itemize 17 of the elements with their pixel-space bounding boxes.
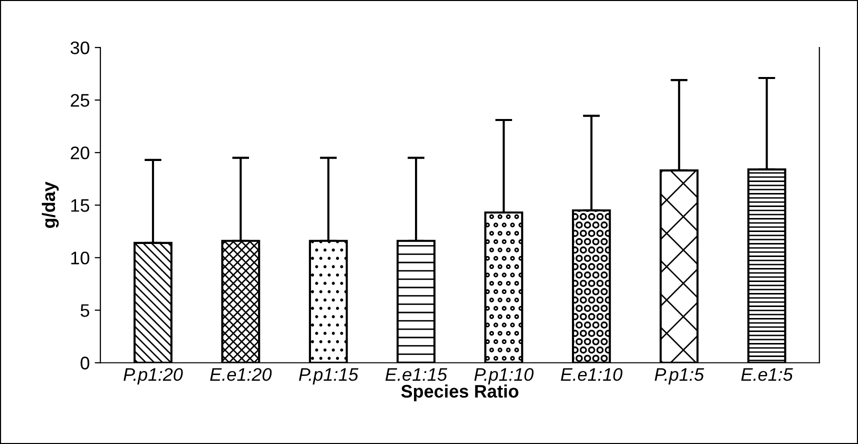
x-tick-label: P.p1:15: [298, 368, 358, 384]
x-tick-label: E.e1:15: [385, 368, 448, 381]
x-tick-label: E.e1:10: [560, 368, 622, 381]
x-tick-label: E.e1:20: [210, 368, 272, 381]
y-axis-title: g/day: [42, 182, 59, 228]
y-tick-label: 15: [71, 199, 90, 212]
x-tick-label: P.p1:20: [124, 368, 183, 384]
x-tick-label: P.p1:10: [474, 368, 534, 384]
y-tick-label: 25: [70, 94, 90, 107]
x-axis-title: Species Ratio: [401, 384, 518, 402]
y-tick-label: 20: [70, 146, 90, 160]
x-tick-label: P.p1:5: [654, 368, 704, 384]
y-tick-label: 5: [80, 304, 90, 317]
y-tick-label: 0: [80, 356, 90, 370]
y-tick-label: 10: [71, 252, 90, 264]
x-tick-label: E.e1:5: [741, 368, 793, 381]
y-tick-label: 30: [70, 41, 90, 54]
